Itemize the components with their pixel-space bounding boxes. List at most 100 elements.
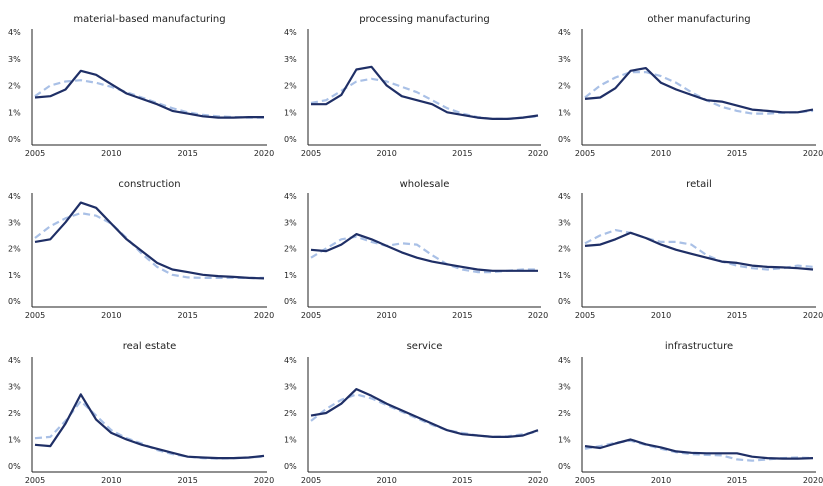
x-tick-label: 2005 bbox=[25, 311, 45, 320]
x-tick-label: 2010 bbox=[651, 476, 671, 485]
x-tick-label: 2015 bbox=[452, 476, 472, 485]
dashed-series-line bbox=[34, 212, 264, 279]
x-tick-label: 2010 bbox=[101, 149, 121, 158]
x-tick-label: 2020 bbox=[254, 311, 274, 320]
x-tick-label: 2020 bbox=[803, 149, 823, 158]
solid-series-line bbox=[311, 65, 539, 121]
x-tick-label: 2005 bbox=[575, 149, 595, 158]
y-tick-label: 4% bbox=[284, 28, 297, 37]
x-tick-label: 2005 bbox=[301, 476, 321, 485]
y-tick-label: 2% bbox=[558, 409, 571, 418]
dashed-series-line bbox=[34, 400, 265, 460]
y-tick-label: 0% bbox=[284, 135, 297, 144]
x-tick-label: 2010 bbox=[651, 149, 671, 158]
x-tick-label: 2020 bbox=[803, 311, 823, 320]
y-tick-label: 0% bbox=[284, 297, 297, 306]
x-tick-label: 2005 bbox=[301, 149, 321, 158]
y-tick-label: 4% bbox=[284, 356, 297, 365]
x-tick-label: 2015 bbox=[452, 149, 472, 158]
y-tick-label: 2% bbox=[558, 245, 571, 254]
dashed-series-line bbox=[584, 229, 814, 271]
solid-series-line bbox=[584, 231, 814, 271]
y-tick-label: 4% bbox=[8, 28, 21, 37]
panel-title: infrastructure bbox=[665, 341, 733, 352]
y-tick-label: 3% bbox=[284, 218, 297, 227]
y-tick-label: 3% bbox=[284, 383, 297, 392]
y-tick-label: 2% bbox=[284, 245, 297, 254]
panel-title: wholesale bbox=[400, 179, 450, 190]
panel-title: processing manufacturing bbox=[359, 14, 490, 25]
y-tick-label: 4% bbox=[284, 192, 297, 201]
x-tick-label: 2020 bbox=[254, 476, 274, 485]
y-tick-label: 2% bbox=[558, 82, 571, 91]
y-tick-label: 0% bbox=[8, 135, 21, 144]
y-tick-label: 4% bbox=[8, 192, 21, 201]
panel-title: material-based manufacturing bbox=[73, 14, 225, 25]
y-tick-label: 4% bbox=[558, 356, 571, 365]
y-tick-label: 2% bbox=[8, 245, 21, 254]
x-tick-label: 2010 bbox=[101, 311, 121, 320]
y-tick-label: 1% bbox=[284, 436, 297, 445]
y-tick-label: 1% bbox=[558, 108, 571, 117]
x-tick-label: 2020 bbox=[528, 476, 548, 485]
y-tick-label: 2% bbox=[8, 409, 21, 418]
y-tick-label: 0% bbox=[558, 462, 571, 471]
x-tick-label: 2010 bbox=[376, 149, 396, 158]
y-tick-label: 0% bbox=[558, 135, 571, 144]
dashed-series-line bbox=[310, 77, 539, 121]
x-tick-label: 2020 bbox=[254, 149, 274, 158]
x-tick-label: 2010 bbox=[376, 311, 396, 320]
x-tick-label: 2005 bbox=[301, 311, 321, 320]
solid-series-line bbox=[310, 388, 539, 438]
chart-panel: real estate 0% 1% 2% 3% 4% 2005 2010 2015 2020 bbox=[8, 341, 274, 485]
x-tick-label: 2005 bbox=[575, 311, 595, 320]
y-tick-label: 4% bbox=[558, 28, 571, 37]
x-tick-label: 2015 bbox=[727, 149, 747, 158]
y-tick-label: 1% bbox=[558, 436, 571, 445]
panel-title: construction bbox=[118, 179, 180, 190]
y-tick-label: 0% bbox=[284, 462, 297, 471]
y-tick-label: 3% bbox=[558, 218, 571, 227]
y-tick-label: 0% bbox=[8, 297, 21, 306]
x-tick-label: 2015 bbox=[177, 311, 197, 320]
chart-panel: retail 0% 1% 2% 3% 4% 2005 2010 2015 2020 bbox=[558, 179, 823, 320]
y-tick-label: 3% bbox=[8, 218, 21, 227]
x-tick-label: 2020 bbox=[803, 476, 823, 485]
y-tick-label: 3% bbox=[8, 383, 21, 392]
x-tick-label: 2005 bbox=[25, 476, 45, 485]
chart-panel: wholesale 0% 1% 2% 3% 4% 2005 2010 2015 2020 bbox=[284, 179, 548, 320]
y-tick-label: 4% bbox=[558, 192, 571, 201]
x-tick-label: 2015 bbox=[727, 476, 747, 485]
y-tick-label: 3% bbox=[558, 383, 571, 392]
solid-series-line bbox=[34, 69, 264, 119]
x-tick-label: 2015 bbox=[177, 476, 197, 485]
panel-title: retail bbox=[686, 179, 712, 190]
y-tick-label: 1% bbox=[8, 271, 21, 280]
panel-title: real estate bbox=[123, 341, 177, 352]
x-tick-label: 2005 bbox=[25, 149, 45, 158]
y-tick-label: 1% bbox=[8, 436, 21, 445]
y-tick-label: 0% bbox=[8, 462, 21, 471]
chart-panel: service 0% 1% 2% 3% 4% 2005 2010 2015 2020 bbox=[284, 341, 548, 485]
solid-series-line bbox=[310, 233, 538, 272]
y-tick-label: 1% bbox=[284, 108, 297, 117]
y-tick-label: 0% bbox=[558, 297, 571, 306]
solid-series-line bbox=[584, 438, 814, 460]
y-tick-label: 2% bbox=[284, 409, 297, 418]
chart-panel: other manufacturing 0% 1% 2% 3% 4% 2005 2010 201… bbox=[558, 14, 823, 158]
chart-panel: processing manufacturing 0% 1% 2% 3% 4% 2005 20… bbox=[284, 14, 548, 158]
y-tick-label: 2% bbox=[284, 82, 297, 91]
x-tick-label: 2015 bbox=[727, 311, 747, 320]
y-tick-label: 3% bbox=[8, 55, 21, 64]
x-tick-label: 2010 bbox=[651, 311, 671, 320]
x-tick-label: 2020 bbox=[528, 149, 548, 158]
x-tick-label: 2015 bbox=[177, 149, 197, 158]
x-tick-label: 2015 bbox=[452, 311, 472, 320]
panel-title: other manufacturing bbox=[647, 14, 750, 25]
y-tick-label: 4% bbox=[8, 356, 21, 365]
y-tick-label: 1% bbox=[284, 271, 297, 280]
x-tick-label: 2010 bbox=[101, 476, 121, 485]
y-tick-label: 1% bbox=[558, 271, 571, 280]
y-tick-label: 3% bbox=[558, 55, 571, 64]
